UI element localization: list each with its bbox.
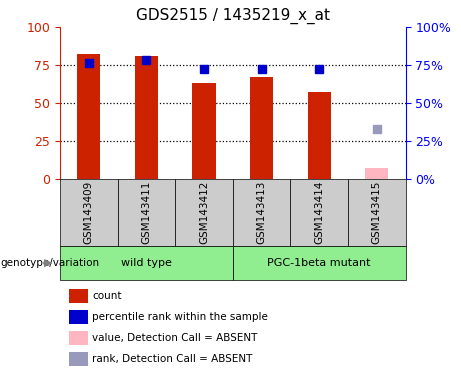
Title: GDS2515 / 1435219_x_at: GDS2515 / 1435219_x_at bbox=[136, 8, 330, 24]
Bar bbox=[175, 179, 233, 246]
Text: GSM143413: GSM143413 bbox=[257, 180, 266, 244]
Bar bbox=[250, 77, 273, 179]
Bar bbox=[290, 179, 348, 246]
Text: GSM143415: GSM143415 bbox=[372, 180, 382, 244]
Text: GSM143412: GSM143412 bbox=[199, 180, 209, 244]
Bar bbox=[308, 92, 331, 179]
Text: count: count bbox=[92, 291, 122, 301]
Text: wild type: wild type bbox=[121, 258, 172, 268]
Text: GSM143409: GSM143409 bbox=[84, 180, 94, 244]
Text: value, Detection Call = ABSENT: value, Detection Call = ABSENT bbox=[92, 333, 258, 343]
Bar bbox=[77, 54, 100, 179]
Text: GSM143411: GSM143411 bbox=[142, 180, 151, 244]
Text: genotype/variation: genotype/variation bbox=[0, 258, 99, 268]
Text: PGC-1beta mutant: PGC-1beta mutant bbox=[267, 258, 371, 268]
Text: GSM143414: GSM143414 bbox=[314, 180, 324, 244]
Text: rank, Detection Call = ABSENT: rank, Detection Call = ABSENT bbox=[92, 354, 253, 364]
Text: ▶: ▶ bbox=[44, 258, 53, 268]
Bar bbox=[365, 168, 388, 179]
Bar bbox=[60, 179, 118, 246]
Bar bbox=[348, 179, 406, 246]
Text: percentile rank within the sample: percentile rank within the sample bbox=[92, 312, 268, 322]
Bar bbox=[60, 246, 233, 280]
Bar bbox=[118, 179, 175, 246]
Bar bbox=[233, 246, 406, 280]
Bar bbox=[193, 83, 216, 179]
Bar bbox=[135, 56, 158, 179]
Bar bbox=[233, 179, 290, 246]
